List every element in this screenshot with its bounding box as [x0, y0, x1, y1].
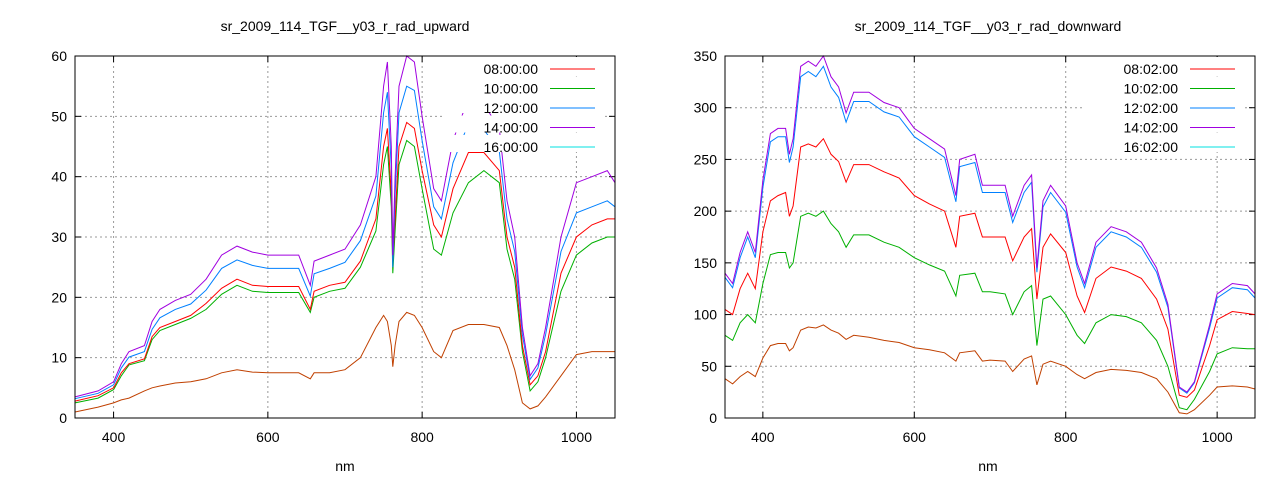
y-tick-label: 50	[51, 108, 67, 124]
legend-bg	[445, 76, 605, 94]
y-tick-label: 0	[709, 410, 717, 426]
x-tick-label: 400	[102, 429, 126, 445]
y-tick-label: 250	[694, 151, 718, 167]
y-tick-label: 60	[51, 48, 67, 64]
y-tick-label: 350	[694, 48, 718, 64]
series-line-140000	[74, 55, 616, 398]
series-line-140200	[724, 54, 1256, 393]
legend-label: 10:00:00	[484, 81, 539, 97]
legend-label: 14:02:00	[1124, 120, 1179, 136]
x-axis-label: nm	[335, 458, 354, 474]
legend-bg	[445, 135, 605, 152]
legend-label: 16:00:00	[484, 139, 539, 155]
series-line-100000	[74, 139, 615, 404]
y-tick-label: 150	[694, 255, 718, 271]
chart-title: sr_2009_114_TGF__y03_r_rad_upward	[221, 18, 470, 34]
y-tick-label: 300	[694, 100, 718, 116]
chart-title: sr_2009_114_TGF__y03_r_rad_downward	[855, 18, 1122, 34]
legend-label: 16:02:00	[1124, 139, 1179, 155]
series-line-unlabeled	[724, 324, 1256, 415]
x-tick-label: 800	[1054, 429, 1078, 445]
legend-bg	[445, 96, 605, 113]
series-line-120200	[724, 65, 1256, 394]
y-tick-label: 0	[59, 410, 67, 426]
x-tick-label: 400	[751, 429, 775, 445]
legend-label: 10:02:00	[1124, 81, 1179, 97]
series-line-120000	[74, 85, 616, 400]
y-tick-label: 10	[51, 350, 67, 366]
plot-frame	[724, 55, 1256, 419]
series-line-100200	[724, 210, 1255, 411]
upward-plot: sr_2009_114_TGF__y03_r_rad_upward nm 400…	[51, 18, 616, 474]
x-tick-label: 1000	[561, 429, 592, 445]
legend-label: 12:00:00	[484, 100, 539, 116]
legend-bg	[445, 57, 605, 74]
x-axis-label: nm	[978, 458, 997, 474]
y-tick-label: 50	[701, 358, 717, 374]
series-line-unlabeled	[74, 311, 615, 413]
legend-bg	[1085, 76, 1245, 94]
legend-bg	[1085, 96, 1245, 113]
legend-bg	[1085, 57, 1245, 74]
legend-bg	[1085, 135, 1245, 152]
legend-label: 08:00:00	[484, 61, 539, 77]
legend-bg	[1085, 115, 1245, 133]
y-tick-label: 30	[51, 229, 67, 245]
plot-frame	[74, 55, 616, 419]
legend-label: 08:02:00	[1124, 61, 1179, 77]
legend-label: 12:02:00	[1124, 100, 1179, 116]
y-tick-label: 40	[51, 169, 67, 185]
y-tick-label: 100	[694, 307, 718, 323]
x-tick-label: 1000	[1202, 429, 1233, 445]
downward-plot: sr_2009_114_TGF__y03_r_rad_downward nm 4…	[694, 18, 1256, 474]
series-line-080200	[724, 137, 1256, 398]
y-tick-label: 200	[694, 203, 718, 219]
y-tick-label: 20	[51, 289, 67, 305]
x-tick-label: 800	[410, 429, 434, 445]
x-tick-label: 600	[903, 429, 927, 445]
x-tick-label: 600	[256, 429, 280, 445]
legend-bg	[445, 115, 605, 133]
legend-label: 14:00:00	[484, 120, 539, 136]
series-line-080000	[74, 121, 615, 402]
